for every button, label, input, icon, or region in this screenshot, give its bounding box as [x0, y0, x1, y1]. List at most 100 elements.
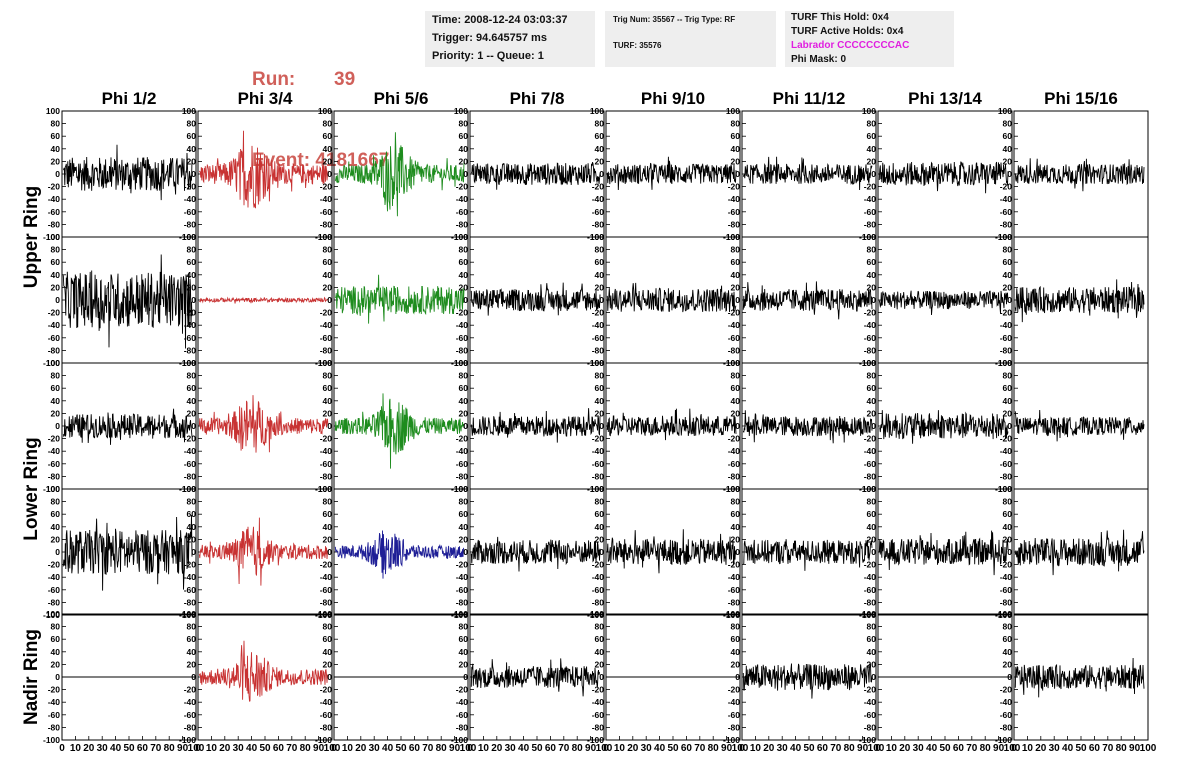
y-tick-label: 20 [731, 282, 741, 292]
y-tick-label: 20 [323, 408, 333, 418]
y-tick-label: -60 [320, 207, 333, 217]
trigger-text: Trigger: 94.645757 ms [432, 32, 547, 44]
y-tick-label: 40 [323, 647, 333, 657]
y-tick-label: 20 [731, 156, 741, 166]
y-tick-label: 40 [595, 647, 605, 657]
y-tick-label: -80 [48, 597, 61, 607]
y-tick-label: -80 [184, 471, 197, 481]
y-tick-label: -60 [864, 207, 877, 217]
x-tick-label: 40 [654, 743, 666, 754]
x-tick-label: 20 [763, 743, 775, 754]
y-tick-label: 80 [731, 622, 741, 632]
y-tick-label: 40 [459, 647, 469, 657]
y-tick-label: -80 [1000, 597, 1013, 607]
x-tick-label: 40 [518, 743, 530, 754]
waveform-trace [334, 274, 465, 324]
waveform-trace [62, 408, 193, 445]
y-tick-label: -60 [864, 459, 877, 469]
y-tick-label: -40 [728, 446, 741, 456]
x-tick-label: 80 [300, 743, 312, 754]
x-tick-label: 100 [1140, 743, 1157, 754]
y-tick-label: -80 [864, 345, 877, 355]
x-tick-label: 50 [531, 743, 543, 754]
y-tick-label: -80 [1000, 345, 1013, 355]
y-tick-label: -40 [728, 572, 741, 582]
x-tick-label: 70 [558, 743, 570, 754]
y-tick-label: -20 [320, 434, 333, 444]
x-tick-label: 50 [395, 743, 407, 754]
y-tick-label: 80 [187, 371, 197, 381]
x-tick-label: 30 [233, 743, 245, 754]
y-tick-label: 20 [1003, 156, 1013, 166]
y-tick-label: 0 [735, 169, 740, 179]
x-tick-label: 30 [1049, 743, 1061, 754]
y-tick-label: 0 [871, 169, 876, 179]
y-tick-label: -80 [48, 219, 61, 229]
y-tick-label: 20 [187, 282, 197, 292]
y-tick-label: -40 [1000, 446, 1013, 456]
y-tick-label: 60 [867, 383, 877, 393]
y-tick-label: 80 [51, 245, 61, 255]
y-tick-label: 20 [187, 659, 197, 669]
y-tick-label: 100 [318, 232, 332, 242]
x-tick-label: 0 [875, 743, 881, 754]
y-tick-label: 80 [459, 119, 469, 129]
column-title: Phi 5/6 [374, 89, 429, 108]
y-tick-label: 100 [182, 609, 196, 619]
y-tick-label: -20 [592, 685, 605, 695]
y-tick-label: -40 [1000, 697, 1013, 707]
x-tick-label: 90 [313, 743, 325, 754]
y-tick-label: 60 [1003, 634, 1013, 644]
y-tick-label: -20 [728, 434, 741, 444]
y-tick-label: -20 [728, 182, 741, 192]
y-tick-label: 0 [1007, 169, 1012, 179]
y-tick-label: -60 [1000, 207, 1013, 217]
y-tick-label: -40 [184, 572, 197, 582]
waveform-trace [878, 161, 1009, 194]
y-tick-label: -80 [592, 345, 605, 355]
y-tick-label: 0 [55, 295, 60, 305]
y-tick-label: 40 [187, 144, 197, 154]
y-tick-label: -80 [320, 471, 333, 481]
x-tick-label: 40 [1062, 743, 1074, 754]
y-tick-label: 60 [595, 257, 605, 267]
waveform-trace [198, 395, 329, 453]
y-tick-label: 20 [731, 659, 741, 669]
y-tick-label: 60 [323, 131, 333, 141]
y-tick-label: 20 [595, 534, 605, 544]
y-tick-label: -60 [592, 459, 605, 469]
y-tick-label: 100 [726, 358, 740, 368]
y-tick-label: 80 [1003, 497, 1013, 507]
y-tick-label: 80 [323, 245, 333, 255]
y-tick-label: 20 [459, 282, 469, 292]
y-tick-label: 100 [726, 232, 740, 242]
y-tick-label: 100 [590, 106, 604, 116]
y-tick-label: -80 [592, 597, 605, 607]
y-tick-label: -60 [184, 333, 197, 343]
y-tick-label: -60 [456, 333, 469, 343]
y-tick-label: -40 [48, 194, 61, 204]
y-tick-label: 40 [867, 270, 877, 280]
y-tick-label: -20 [320, 308, 333, 318]
y-tick-label: 40 [867, 522, 877, 532]
y-tick-label: 100 [182, 232, 196, 242]
y-tick-label: -20 [592, 560, 605, 570]
y-tick-label: -40 [592, 320, 605, 330]
waveform-trace [470, 282, 601, 316]
y-tick-label: -40 [1000, 320, 1013, 330]
y-tick-label: 0 [463, 169, 468, 179]
y-tick-label: -20 [1000, 685, 1013, 695]
y-tick-label: 60 [459, 257, 469, 267]
y-tick-label: -80 [320, 722, 333, 732]
y-tick-label: -80 [48, 722, 61, 732]
y-tick-label: -60 [456, 710, 469, 720]
x-tick-label: 80 [572, 743, 584, 754]
y-tick-label: -80 [592, 219, 605, 229]
y-tick-label: 60 [323, 509, 333, 519]
y-tick-label: 60 [867, 634, 877, 644]
y-tick-label: -20 [320, 685, 333, 695]
y-tick-label: 60 [51, 257, 61, 267]
x-tick-label: 70 [830, 743, 842, 754]
y-tick-label: -60 [320, 585, 333, 595]
y-tick-label: 40 [187, 270, 197, 280]
